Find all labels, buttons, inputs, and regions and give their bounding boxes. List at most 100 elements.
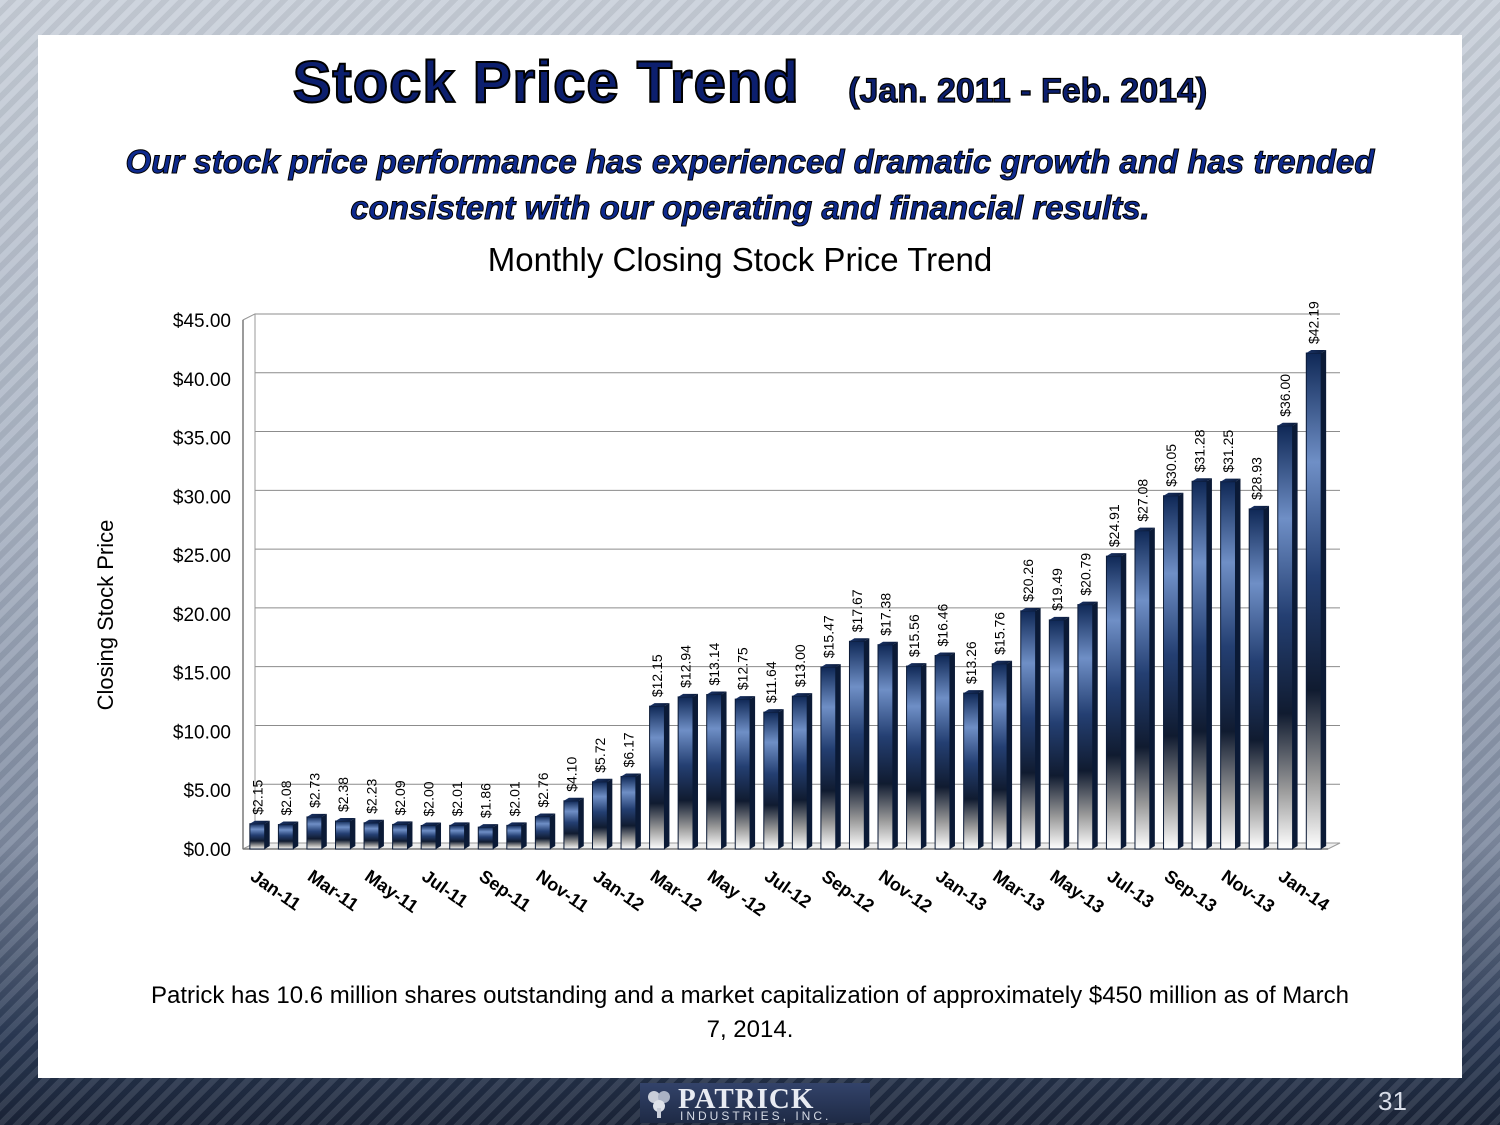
- bar-side: [1064, 616, 1070, 849]
- data-label: $20.26: [1020, 559, 1036, 602]
- bar-front: [649, 705, 665, 850]
- bar-front: [449, 824, 466, 850]
- bar-side: [350, 818, 356, 849]
- bar-top: [1306, 350, 1327, 354]
- bar: [848, 638, 870, 850]
- bar-top: [535, 813, 556, 817]
- x-tick-label: Nov-11: [533, 866, 593, 916]
- bar-front: [848, 640, 865, 850]
- data-label: $16.46: [935, 603, 951, 646]
- bar-top: [563, 797, 584, 801]
- bar-front: [534, 816, 551, 850]
- bar-front: [906, 665, 922, 850]
- bar-front: [392, 823, 408, 850]
- bar: [563, 797, 584, 850]
- bar-side: [949, 652, 955, 849]
- x-tick-label: Jan-11: [247, 866, 304, 915]
- bar-top: [1106, 553, 1127, 557]
- bar: [534, 813, 556, 850]
- bar: [449, 822, 470, 850]
- y-tick-label: $0.00: [183, 840, 231, 861]
- bar: [706, 691, 727, 850]
- x-tick-label: Nov-12: [875, 866, 936, 917]
- logo-subtitle: INDUSTRIES, INC.: [680, 1109, 832, 1123]
- bar-front: [306, 816, 323, 850]
- bar-top: [278, 821, 299, 825]
- bar-top: [249, 820, 270, 824]
- bar-top: [621, 773, 641, 777]
- bar-side: [378, 819, 384, 849]
- bar: [1048, 616, 1070, 850]
- bar-side: [778, 709, 784, 849]
- bar-side: [1007, 660, 1013, 849]
- bar-front: [877, 644, 894, 850]
- data-label: $19.49: [1049, 568, 1065, 611]
- bar-side: [436, 822, 442, 849]
- bar-side: [521, 822, 527, 849]
- slide-subtitle: Our stock price performance has experien…: [125, 143, 1375, 227]
- bar-top: [1163, 492, 1184, 496]
- bar: [392, 821, 413, 850]
- data-label: $2.00: [421, 781, 437, 816]
- data-label: $17.67: [849, 589, 865, 632]
- data-label: $1.86: [478, 783, 494, 818]
- bar-side: [1292, 422, 1298, 849]
- bar-top: [392, 821, 413, 825]
- bar-top: [649, 703, 670, 707]
- bar-front: [363, 822, 380, 850]
- bar-front: [763, 711, 780, 850]
- page-number: 31: [1378, 1086, 1407, 1116]
- bar-side: [721, 691, 727, 849]
- data-label: $12.75: [735, 647, 751, 690]
- bar-top: [1049, 616, 1070, 620]
- x-tick-label: Sep-12: [818, 866, 878, 916]
- bar-front: [1248, 508, 1265, 850]
- data-label: $30.05: [1163, 444, 1179, 487]
- bar-front: [1048, 619, 1065, 850]
- bar: [1277, 422, 1298, 850]
- bar-front: [677, 696, 694, 850]
- y-tick-label: $35.00: [173, 429, 231, 450]
- bar-front: [591, 781, 608, 850]
- data-label: $2.73: [306, 773, 322, 808]
- x-tick-label: Nov-13: [1218, 866, 1279, 917]
- y-tick-label: $45.00: [173, 311, 231, 332]
- x-tick-label: Jul-13: [1104, 866, 1158, 912]
- bar-top: [1249, 505, 1270, 509]
- bar-top: [792, 693, 813, 697]
- data-label: $5.72: [592, 738, 608, 773]
- data-label: $36.00: [1277, 374, 1293, 417]
- bar-side: [835, 664, 841, 849]
- data-label: $20.79: [1077, 553, 1093, 596]
- bar-top: [364, 819, 384, 823]
- footnote: Patrick has 10.6 million shares outstand…: [151, 982, 1349, 1043]
- data-label: $13.26: [963, 641, 979, 684]
- bar-top: [849, 638, 870, 642]
- bar-side: [750, 696, 756, 849]
- page-title: Stock Price Trend: [292, 49, 800, 116]
- bar-front: [420, 824, 437, 850]
- bar-side: [550, 813, 556, 849]
- bar-side: [807, 693, 813, 849]
- bar-front: [1020, 610, 1037, 850]
- bar-top: [763, 709, 784, 713]
- x-tick-label: Mar-12: [647, 866, 706, 916]
- bar-top: [1077, 601, 1098, 605]
- bar-top: [706, 691, 727, 695]
- bar-side: [1235, 478, 1241, 849]
- y-tick-label: $25.00: [173, 546, 231, 567]
- data-label: $6.17: [620, 732, 636, 767]
- data-label: $12.15: [649, 654, 665, 697]
- bars: [249, 350, 1327, 850]
- bar-side: [493, 824, 499, 849]
- bar: [934, 652, 955, 850]
- bar: [1077, 601, 1098, 850]
- bar: [1248, 505, 1270, 850]
- bar-front: [791, 695, 808, 850]
- bar-front: [1277, 425, 1294, 850]
- y-axis-label: Closing Stock Price: [93, 520, 118, 711]
- bar-front: [1305, 352, 1322, 850]
- bar: [620, 773, 641, 850]
- bar-top: [1277, 422, 1298, 426]
